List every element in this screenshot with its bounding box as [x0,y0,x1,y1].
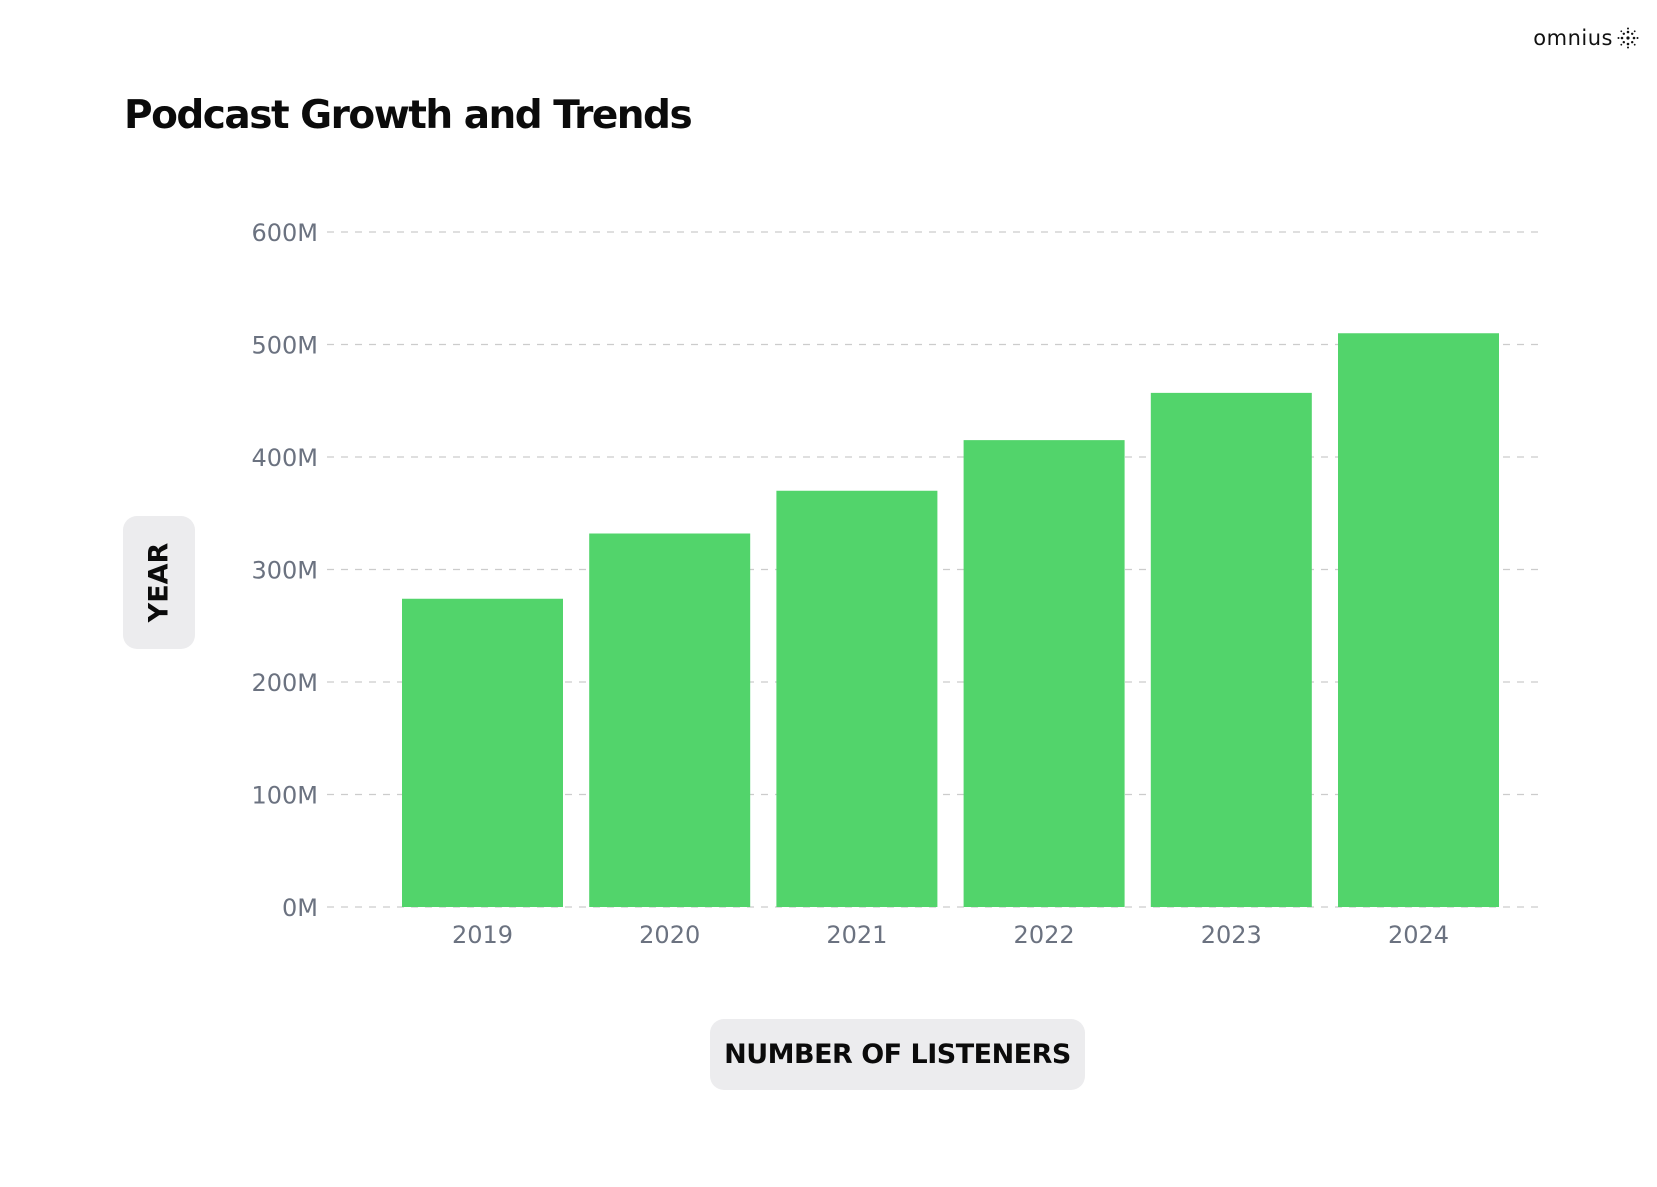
bar-2024 [1338,333,1499,907]
x-tick-label: 2021 [826,921,887,949]
y-tick-label: 400M [251,444,318,472]
brand-name: omnius [1533,26,1613,50]
x-tick-label: 2019 [452,921,513,949]
x-axis-label-pill: NUMBER OF LISTENERS [710,1019,1085,1090]
y-tick-label: 300M [251,557,318,585]
bar-2022 [963,440,1125,907]
x-tick-label: 2023 [1201,921,1262,949]
y-axis-label-pill: YEAR [123,516,195,649]
y-tick-label: 0M [282,894,318,922]
y-tick-label: 100M [251,782,318,810]
y-tick-label: 600M [251,219,318,247]
omnius-logo-icon [1617,27,1639,49]
y-tick-label: 200M [251,669,318,697]
brand-logo: omnius [1533,26,1639,50]
bar-2021 [776,490,938,907]
bar-2020 [589,533,751,907]
x-axis-label: NUMBER OF LISTENERS [724,1039,1071,1070]
bar-2023 [1150,392,1312,907]
y-tick-label: 500M [251,332,318,360]
y-axis-label: YEAR [143,542,175,623]
chart-title: Podcast Growth and Trends [124,93,693,138]
bar-2019 [402,598,563,907]
x-tick-label: 2020 [639,921,700,949]
x-tick-label: 2022 [1014,921,1075,949]
x-tick-label: 2024 [1388,921,1449,949]
